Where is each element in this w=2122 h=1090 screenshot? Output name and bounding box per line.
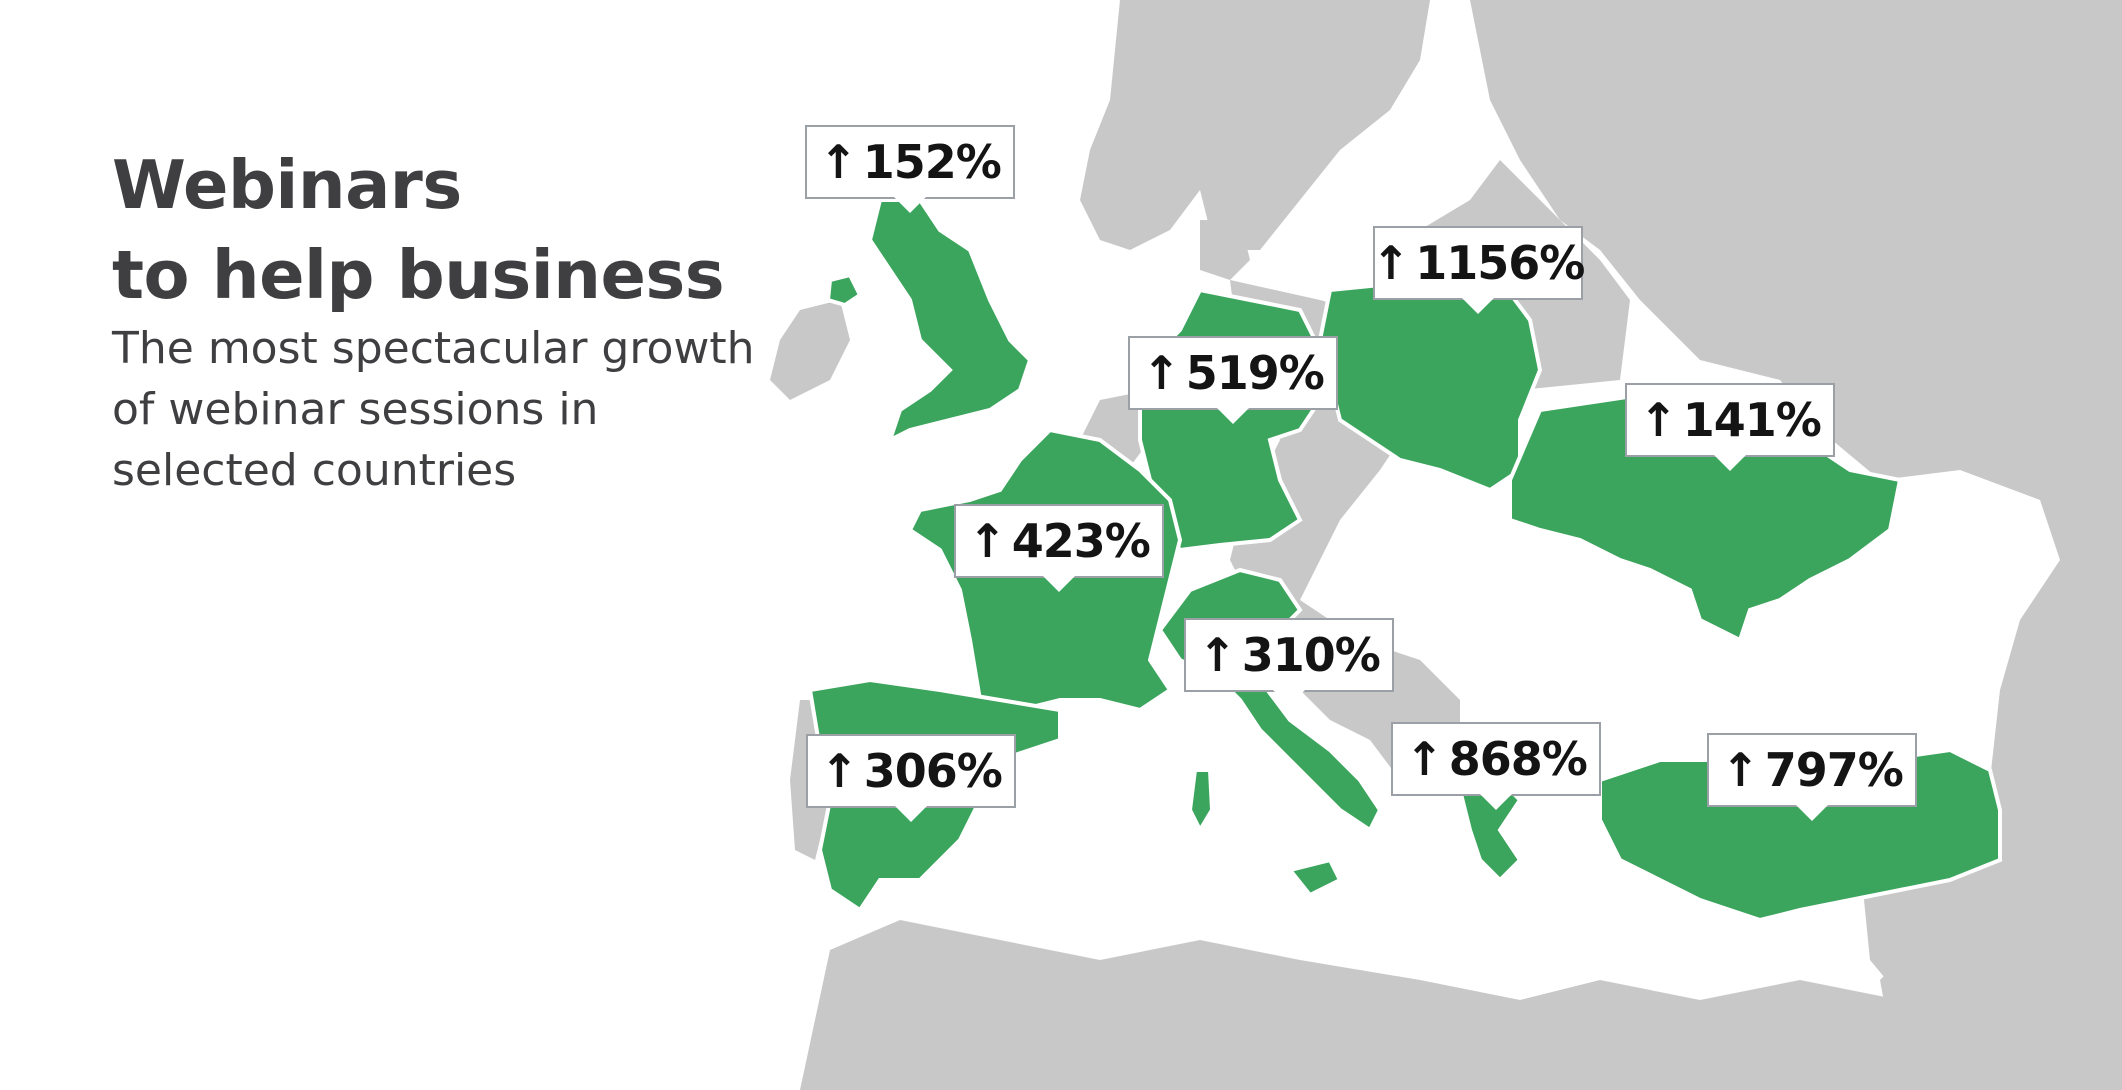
callout-value: 306%: [863, 744, 1003, 798]
callout-france: ↑ 423%: [954, 504, 1164, 592]
callout-poland: ↑ 1156%: [1371, 226, 1585, 314]
title-line-1: Webinars: [112, 146, 462, 224]
land-russia: [1470, 0, 2122, 1090]
subtitle-line-1: The most spectacular growth: [112, 323, 755, 374]
callout-germany: ↑ 519%: [1128, 336, 1338, 424]
callout-greece: ↑ 868%: [1391, 722, 1601, 810]
up-arrow-icon: ↑: [820, 744, 859, 798]
country-italy-sicily: [1286, 857, 1343, 898]
up-arrow-icon: ↑: [1639, 393, 1678, 447]
up-arrow-icon: ↑: [968, 514, 1007, 568]
page-subtitle: The most spectacular growth of webinar s…: [112, 318, 755, 501]
up-arrow-icon: ↑: [1721, 743, 1760, 797]
land-ireland: [770, 300, 850, 400]
land-denmark: [1200, 220, 1250, 280]
subtitle-line-2: of webinar sessions in: [112, 384, 599, 435]
callout-uk: ↑ 152%: [805, 125, 1015, 213]
subtitle-line-3: selected countries: [112, 445, 517, 496]
callout-value: 423%: [1011, 514, 1151, 568]
callout-value: 152%: [862, 135, 1002, 189]
title-line-2: to help business: [112, 236, 725, 314]
callout-ukraine: ↑ 141%: [1625, 383, 1835, 471]
up-arrow-icon: ↑: [819, 135, 858, 189]
callout-value: 868%: [1448, 732, 1588, 786]
callout-value: 141%: [1682, 393, 1822, 447]
callout-value: 310%: [1241, 628, 1381, 682]
page-title: Webinars to help business: [112, 140, 725, 320]
land-africa: [800, 920, 1950, 1090]
callout-value: 797%: [1764, 743, 1904, 797]
up-arrow-icon: ↑: [1142, 346, 1181, 400]
up-arrow-icon: ↑: [1198, 628, 1237, 682]
callout-value: 519%: [1185, 346, 1325, 400]
country-uk-island: [825, 272, 863, 308]
up-arrow-icon: ↑: [1371, 236, 1411, 290]
land-middle-east: [1860, 850, 2030, 1020]
country-uk: [867, 198, 1033, 444]
country-italy-sardinia: [1187, 768, 1215, 835]
callout-italy: ↑ 310%: [1184, 618, 1394, 706]
callout-value: 1156%: [1415, 236, 1585, 290]
up-arrow-icon: ↑: [1405, 732, 1444, 786]
callout-turkey: ↑ 797%: [1707, 733, 1917, 821]
callout-spain: ↑ 306%: [806, 734, 1016, 822]
land-scandinavia: [1080, 0, 1430, 250]
